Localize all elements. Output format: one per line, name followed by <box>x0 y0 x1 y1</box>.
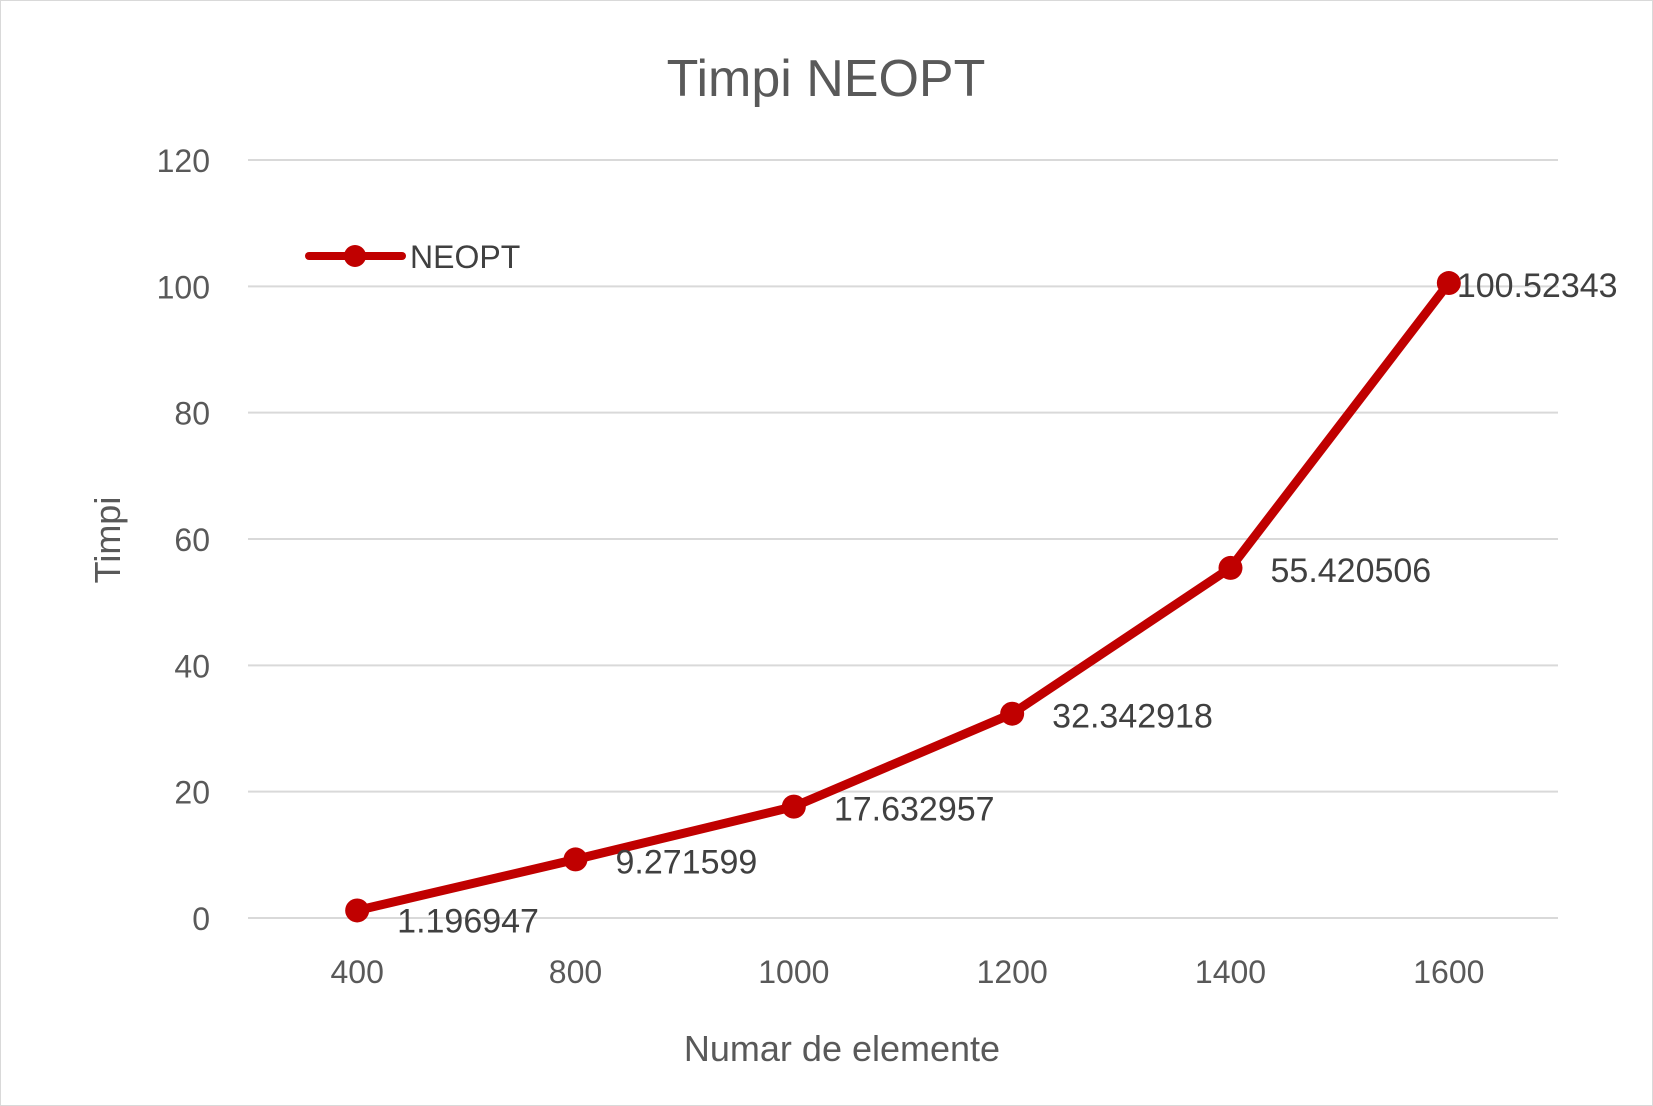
y-tick-label: 40 <box>174 648 210 684</box>
x-axis-label: Numar de elemente <box>684 1028 1000 1069</box>
data-label: 100.52343 <box>1457 267 1618 305</box>
y-axis-label: Timpi <box>87 497 128 584</box>
y-tick-label: 20 <box>174 775 210 811</box>
series-line <box>352 278 1454 915</box>
legend-label-neopt: NEOPT <box>410 239 520 275</box>
x-tick-labels: 400 800 1000 1200 1400 1600 <box>330 954 1484 990</box>
x-tick-label: 800 <box>549 954 602 990</box>
data-label: 55.420506 <box>1271 552 1432 590</box>
x-tick-label: 1600 <box>1413 954 1484 990</box>
data-labels: 1.196947 9.271599 17.632957 32.342918 55.420… <box>397 267 1617 940</box>
data-point[interactable] <box>1436 271 1461 296</box>
data-label: 32.342918 <box>1052 698 1213 736</box>
data-point[interactable] <box>563 847 588 872</box>
data-point[interactable] <box>781 794 806 819</box>
data-point[interactable] <box>345 898 370 923</box>
legend-point-marker <box>344 245 366 267</box>
x-tick-label: 1400 <box>1195 954 1266 990</box>
data-label: 9.271599 <box>616 843 758 881</box>
y-tick-label: 120 <box>157 143 210 179</box>
y-tick-label: 100 <box>157 269 210 305</box>
y-tick-label: 0 <box>192 901 210 937</box>
chart-title: Timpi NEOPT <box>667 50 986 108</box>
legend[interactable]: NEOPT <box>305 239 520 275</box>
data-label: 17.632957 <box>834 791 995 829</box>
gridlines <box>248 159 1558 919</box>
data-label: 1.196947 <box>397 902 539 940</box>
y-tick-labels: 0 20 40 60 80 100 120 <box>157 143 210 937</box>
x-tick-label: 1000 <box>758 954 829 990</box>
x-tick-label: 1200 <box>977 954 1048 990</box>
series-neopt <box>345 271 1461 923</box>
y-tick-label: 80 <box>174 396 210 432</box>
y-tick-label: 60 <box>174 522 210 558</box>
x-tick-label: 400 <box>330 954 383 990</box>
data-point[interactable] <box>1000 701 1025 726</box>
data-point[interactable] <box>1218 555 1243 580</box>
